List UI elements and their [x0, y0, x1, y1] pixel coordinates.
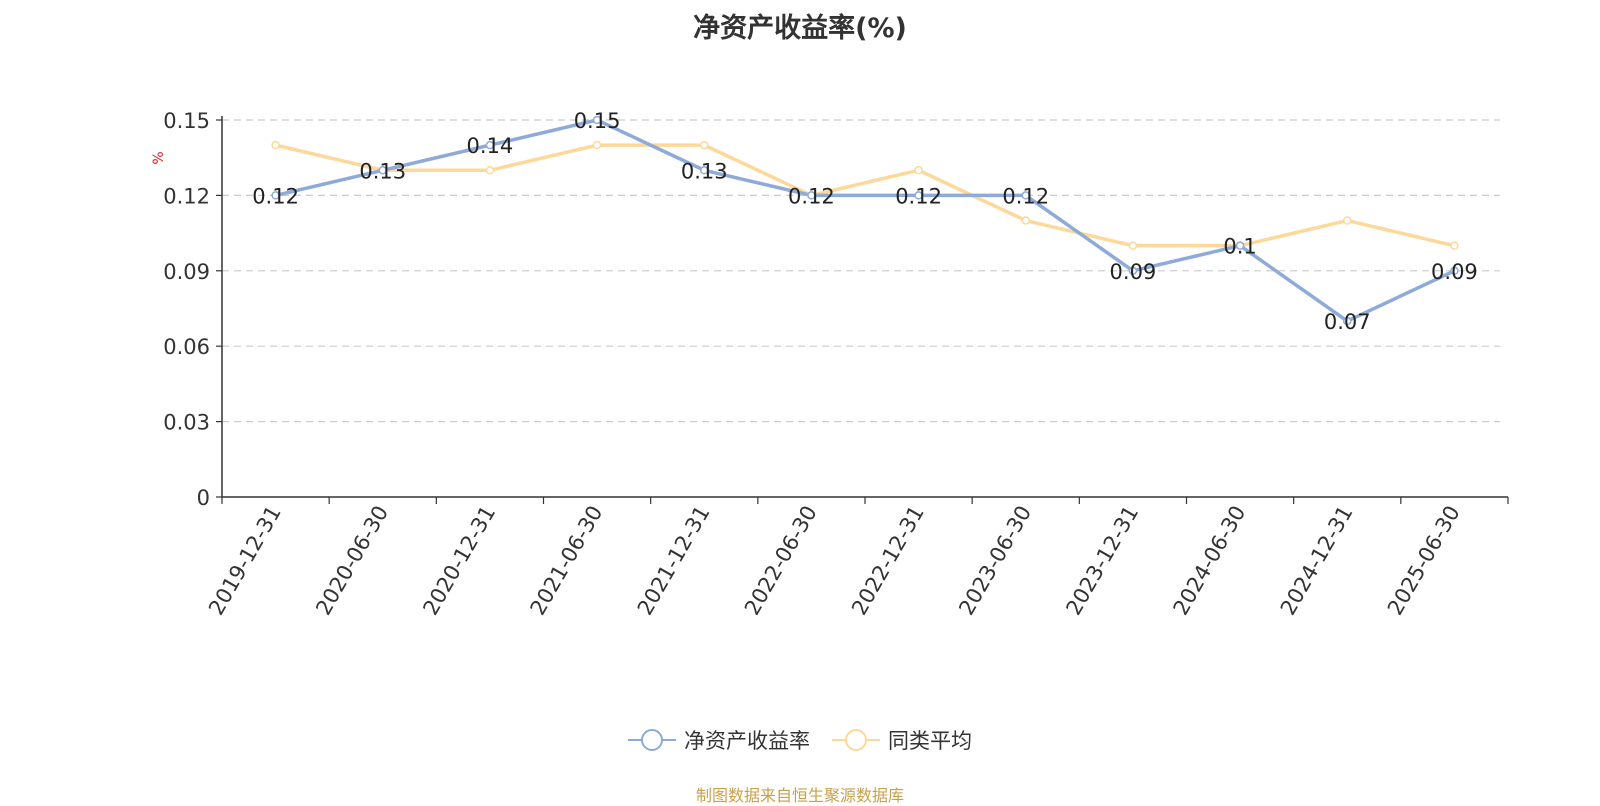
- data-point: [1021, 191, 1030, 200]
- data-label: 0.12: [895, 184, 942, 208]
- x-tick-label: 2022-12-31: [847, 501, 929, 619]
- data-label: 0.13: [681, 159, 728, 183]
- data-label: 0.09: [1110, 260, 1157, 284]
- data-point: [1343, 216, 1352, 225]
- data-point: [485, 166, 495, 175]
- legend-item[interactable]: 同类平均: [832, 725, 972, 755]
- data-point: [700, 140, 709, 150]
- y-axis-label: %: [151, 151, 167, 164]
- x-tick-label: 2020-12-31: [418, 501, 500, 619]
- data-point: [592, 140, 602, 150]
- series-line-1: [275, 143, 1455, 248]
- y-tick-label: 0.09: [163, 260, 210, 284]
- x-tick-label: 2024-06-30: [1169, 502, 1251, 620]
- legend-circle: [845, 729, 867, 751]
- x-tick-label: 2021-06-30: [526, 502, 608, 620]
- data-point: [807, 191, 816, 200]
- data-point: [1343, 316, 1352, 326]
- data-labels: 0.12 0.13 0.14 0.15 0.13 0.12 0.12 0.12 0.09 0.1 0…: [252, 109, 1478, 334]
- chart-title: 净资产收益率(%): [693, 13, 907, 44]
- series-points: [271, 115, 1459, 326]
- grid-lines: [222, 119, 1500, 423]
- x-tick-label: 2021-12-31: [633, 502, 715, 620]
- legend: 净资产收益率 同类平均: [0, 722, 1600, 758]
- data-point: [1450, 241, 1459, 250]
- x-tick-label: 2020-06-30: [311, 502, 393, 620]
- x-tick-label: 2019-12-31: [204, 502, 286, 620]
- data-point: [700, 166, 709, 175]
- axes: [216, 116, 1509, 504]
- data-label: 0.13: [359, 159, 406, 183]
- y-tick-label: 0: [197, 486, 210, 510]
- y-tick-label: 0.15: [163, 109, 210, 133]
- data-point: [1450, 266, 1459, 276]
- legend-line-circle-icon: [832, 729, 880, 751]
- data-source-note: 制图数据来自恒生聚源数据库: [695, 786, 904, 805]
- data-label: 0.12: [252, 184, 299, 208]
- data-point: [271, 191, 280, 200]
- data-point: [1021, 216, 1030, 225]
- data-point: [914, 166, 923, 175]
- x-tick-label: 2024-12-31: [1276, 502, 1358, 620]
- data-point: [485, 140, 495, 150]
- data-point: [378, 166, 387, 175]
- x-tick-label: 2023-06-30: [954, 502, 1036, 620]
- data-point: [592, 115, 602, 125]
- data-label: 0.12: [788, 184, 835, 208]
- data-label: 0.15: [574, 109, 621, 133]
- legend-circle: [641, 729, 663, 751]
- legend-label: 净资产收益率: [684, 729, 810, 753]
- series-line-0: [275, 118, 1456, 323]
- x-tick-label: 2023-12-31: [1061, 502, 1143, 620]
- data-point: [271, 140, 280, 150]
- series-lines: [275, 118, 1456, 323]
- data-point: [1128, 241, 1138, 250]
- y-tick-label: 0.12: [163, 184, 210, 208]
- data-label: 0.12: [1002, 184, 1049, 208]
- data-label: 0.1: [1223, 235, 1256, 259]
- legend-label: 同类平均: [888, 729, 972, 753]
- data-point: [914, 191, 923, 200]
- data-label: 0.09: [1431, 260, 1478, 284]
- data-label: 0.07: [1324, 310, 1371, 334]
- y-tick-label: 0.06: [163, 335, 210, 359]
- x-tick-label: 2025-06-30: [1383, 502, 1465, 620]
- legend-line-circle-icon: [628, 729, 676, 751]
- x-tick-label: 2022-06-30: [740, 502, 822, 620]
- data-point: [1128, 266, 1138, 276]
- legend-item[interactable]: 净资产收益率: [628, 725, 810, 755]
- data-label: 0.14: [467, 134, 514, 158]
- y-tick-label: 0.03: [163, 411, 210, 435]
- data-point: [1235, 241, 1245, 250]
